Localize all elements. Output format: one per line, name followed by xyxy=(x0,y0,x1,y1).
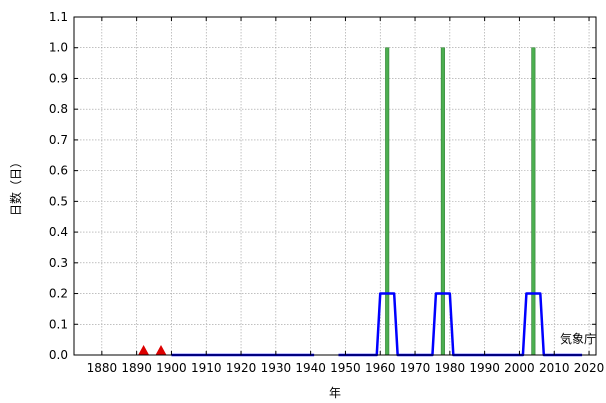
y-tick-label: 0.5 xyxy=(49,194,68,208)
triangle-marker xyxy=(155,345,167,355)
day-count-bar xyxy=(440,47,445,356)
x-tick-label: 1960 xyxy=(365,361,396,375)
x-axis-title: 年 xyxy=(329,386,341,400)
y-tick-label: 0.4 xyxy=(49,225,68,239)
y-tick-label: 0.7 xyxy=(49,133,68,147)
x-tick-label: 1890 xyxy=(121,361,152,375)
y-tick-label: 0.1 xyxy=(49,317,68,331)
triangle-marker xyxy=(138,345,150,355)
triangle-markers xyxy=(138,345,167,355)
x-tick-label: 1880 xyxy=(87,361,118,375)
x-tick-label: 1950 xyxy=(330,361,361,375)
y-tick-label: 0.8 xyxy=(49,102,68,116)
x-tick-label: 1990 xyxy=(469,361,500,375)
y-tick-label: 0.3 xyxy=(49,256,68,270)
average-line-segment xyxy=(338,292,583,357)
y-axis-title: 日数（日） xyxy=(8,156,23,216)
watermark-label: 気象庁 xyxy=(560,331,596,346)
y-tick-label: 0.2 xyxy=(49,287,68,301)
day-count-bar xyxy=(531,47,536,356)
x-tick-label: 1900 xyxy=(156,361,187,375)
x-tick-label: 2010 xyxy=(539,361,570,375)
x-tick-label: 1970 xyxy=(400,361,431,375)
x-tick-label: 1980 xyxy=(435,361,466,375)
x-tick-label: 1940 xyxy=(295,361,326,375)
x-tick-label: 2000 xyxy=(504,361,535,375)
axis-ticks: 1880 1890 1900 1910 1920 1930 1940 1950 1960 1970… xyxy=(49,10,604,375)
y-tick-label: 0.9 xyxy=(49,71,68,85)
x-tick-label: 1910 xyxy=(191,361,222,375)
y-tick-label: 1.1 xyxy=(49,10,68,24)
y-tick-label: 0.6 xyxy=(49,164,68,178)
x-tick-label: 1930 xyxy=(261,361,292,375)
day-count-bar xyxy=(385,47,390,356)
x-tick-label: 2020 xyxy=(574,361,605,375)
y-tick-label: 1.0 xyxy=(49,41,68,55)
x-tick-label: 1920 xyxy=(226,361,257,375)
plot-background xyxy=(74,17,596,355)
y-tick-label: 0.0 xyxy=(49,348,68,362)
plot-frame xyxy=(73,16,597,356)
